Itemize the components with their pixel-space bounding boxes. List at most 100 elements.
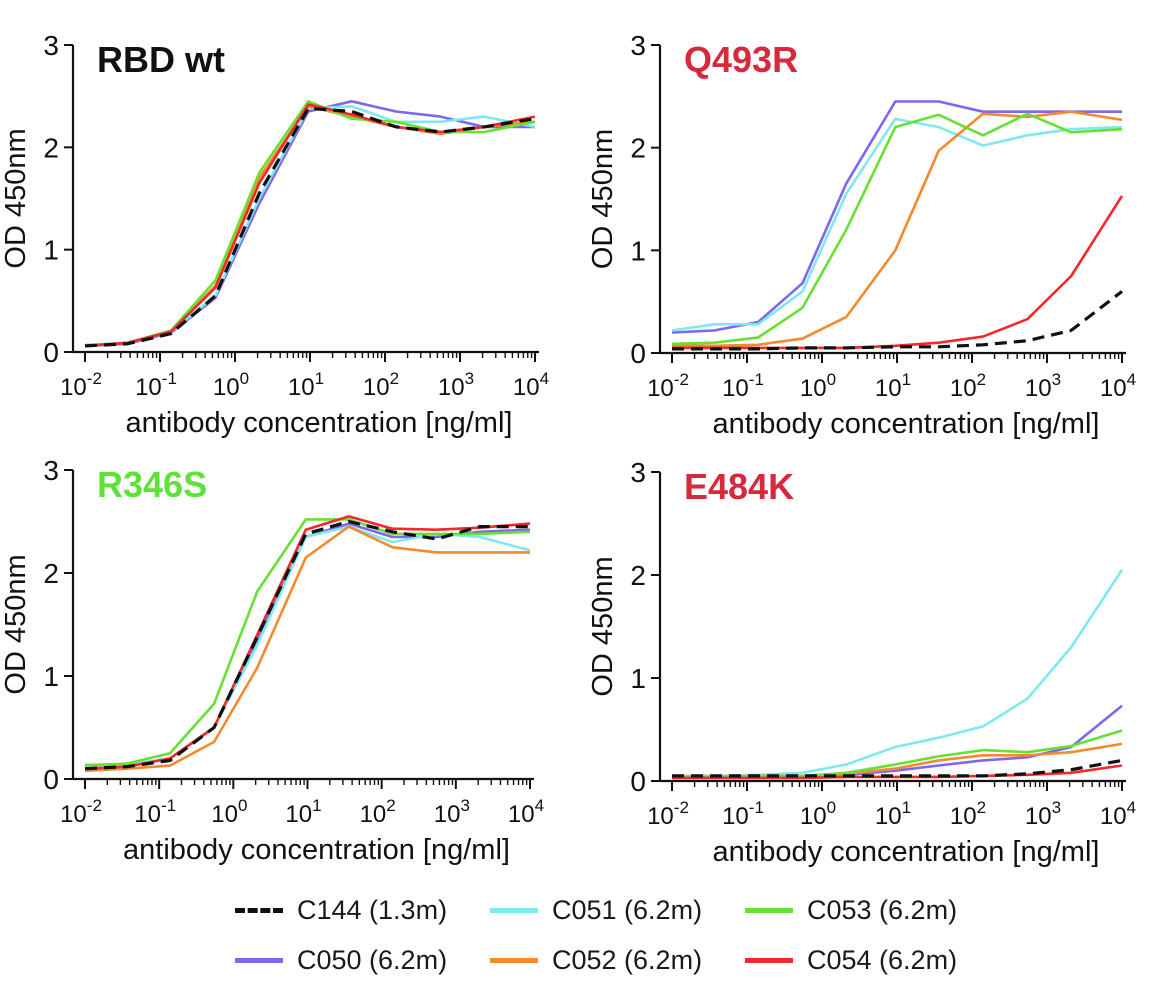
legend-item-c053: C053 (6.2m) [745, 890, 957, 930]
series-line-c052-6-2m [672, 110, 1123, 348]
x-tick-label-exponent: 1 [902, 370, 911, 389]
x-tick-label-exponent: 4 [540, 369, 549, 388]
x-tick-label: 104 [1100, 370, 1136, 402]
panel-title: E484K [684, 466, 794, 507]
y-axis-label: OD 450nm [0, 554, 32, 694]
x-tick-label-exponent: 3 [1052, 798, 1061, 817]
x-tick-label-exponent: 0 [238, 796, 247, 815]
x-tick-label-exponent: 4 [535, 796, 544, 815]
y-tick-label: 0 [43, 764, 59, 795]
x-tick-label-base: 10 [285, 801, 312, 828]
x-tick-label: 104 [513, 369, 549, 401]
y-tick-label: 0 [43, 337, 59, 368]
x-tick-label-base: 10 [213, 374, 240, 401]
series-line-c052-6-2m [84, 525, 530, 773]
series-line-c054-6-2m [672, 764, 1123, 780]
x-tick-label: 102 [950, 798, 986, 830]
x-tick-label-base: 10 [360, 801, 387, 828]
y-tick-label: 3 [630, 30, 646, 61]
legend-item-c144: C144 (1.3m) [235, 890, 447, 930]
x-tick-label-base: 10 [513, 374, 540, 401]
x-tick-label: 101 [875, 798, 911, 830]
x-tick-label-exponent: -1 [749, 370, 764, 389]
y-tick-label: 0 [630, 338, 646, 369]
y-tick-label: 2 [43, 132, 59, 163]
x-axis-label: antibody concentration [ng/ml] [713, 408, 1100, 440]
series-line-c051-6-2m [672, 569, 1124, 778]
x-tick-label: 10-2 [60, 796, 102, 828]
series-line-c050-6-2m [84, 100, 535, 348]
legend-swatch-c052 [490, 957, 538, 963]
series-line-c052-6-2m [84, 105, 536, 348]
x-axis-label: antibody concentration [ng/ml] [713, 836, 1100, 868]
y-tick-label: 3 [43, 455, 59, 486]
x-tick-label: 10-1 [135, 369, 177, 401]
y-axis-label: OD 450nm [587, 556, 619, 696]
y-tick-label: 2 [630, 133, 646, 164]
x-tick-label-base: 10 [508, 801, 535, 828]
x-tick-label-base: 10 [875, 803, 902, 830]
series-line-c054-6-2m [672, 195, 1124, 350]
x-tick-label: 102 [950, 370, 986, 402]
x-tick-label-exponent: 2 [977, 798, 986, 817]
x-tick-label: 100 [800, 798, 836, 830]
x-tick-label-exponent: 3 [465, 369, 474, 388]
x-tick-label-exponent: 3 [1052, 370, 1061, 389]
series-line-c053-6-2m [84, 100, 536, 348]
x-tick-label-base: 10 [1025, 803, 1052, 830]
x-tick-label: 10-2 [647, 370, 689, 402]
x-tick-label: 10-1 [722, 370, 764, 402]
x-tick-label-base: 10 [211, 801, 238, 828]
x-tick-label-base: 10 [1100, 375, 1127, 402]
series-line-c054-6-2m [84, 515, 531, 770]
legend-label-c053: C053 (6.2m) [807, 894, 958, 925]
x-tick-label-base: 10 [60, 801, 87, 828]
x-tick-label: 104 [1100, 798, 1136, 830]
y-tick-label: 1 [630, 663, 646, 694]
x-tick-label-base: 10 [875, 375, 902, 402]
x-tick-label-exponent: 0 [240, 369, 249, 388]
series-line-c053-6-2m [671, 112, 1123, 346]
legend-swatch-c054 [745, 957, 793, 963]
x-tick-label: 103 [438, 369, 474, 401]
x-tick-label-exponent: 4 [1127, 370, 1136, 389]
x-tick-label: 10-1 [722, 798, 764, 830]
x-tick-label-exponent: 2 [977, 370, 986, 389]
panel-title: RBD wt [97, 39, 225, 80]
x-tick-label: 101 [285, 796, 321, 828]
x-axis-label: antibody concentration [ng/ml] [123, 834, 510, 866]
y-axis-label: OD 450nm [587, 129, 619, 269]
y-tick-label: 3 [630, 457, 646, 488]
legend-swatch-c051 [490, 907, 538, 913]
panel-title: Q493R [684, 39, 798, 80]
series-line-c144-1-3m [672, 758, 1123, 778]
x-tick-label-base: 10 [438, 374, 465, 401]
legend-swatch-c053 [745, 907, 793, 913]
x-tick-label-base: 10 [722, 375, 749, 402]
legend: C144 (1.3m) C051 (6.2m) C053 (6.2m) C050… [235, 890, 1035, 985]
legend-swatch-c050 [235, 957, 283, 963]
x-tick-label: 102 [360, 796, 396, 828]
x-tick-label-exponent: 3 [460, 796, 469, 815]
legend-label-c051: C051 (6.2m) [552, 894, 703, 925]
x-tick-label-exponent: -1 [161, 796, 176, 815]
legend-label-c052: C052 (6.2m) [552, 944, 703, 975]
x-tick-label-base: 10 [722, 803, 749, 830]
x-tick-label: 103 [1025, 370, 1061, 402]
x-tick-label: 104 [508, 796, 544, 828]
y-tick-label: 1 [630, 235, 646, 266]
x-tick-label-base: 10 [288, 374, 315, 401]
series-line-c144-1-3m [84, 519, 530, 771]
legend-item-c050: C050 (6.2m) [235, 940, 447, 980]
x-tick-label-exponent: 1 [902, 798, 911, 817]
x-tick-label-base: 10 [1100, 803, 1127, 830]
x-tick-label-exponent: -1 [162, 369, 177, 388]
x-tick-label: 100 [213, 369, 249, 401]
panel-title: R346S [97, 464, 207, 505]
y-tick-label: 2 [630, 560, 646, 591]
x-tick-label: 10-2 [647, 798, 689, 830]
legend-item-c054: C054 (6.2m) [745, 940, 957, 980]
